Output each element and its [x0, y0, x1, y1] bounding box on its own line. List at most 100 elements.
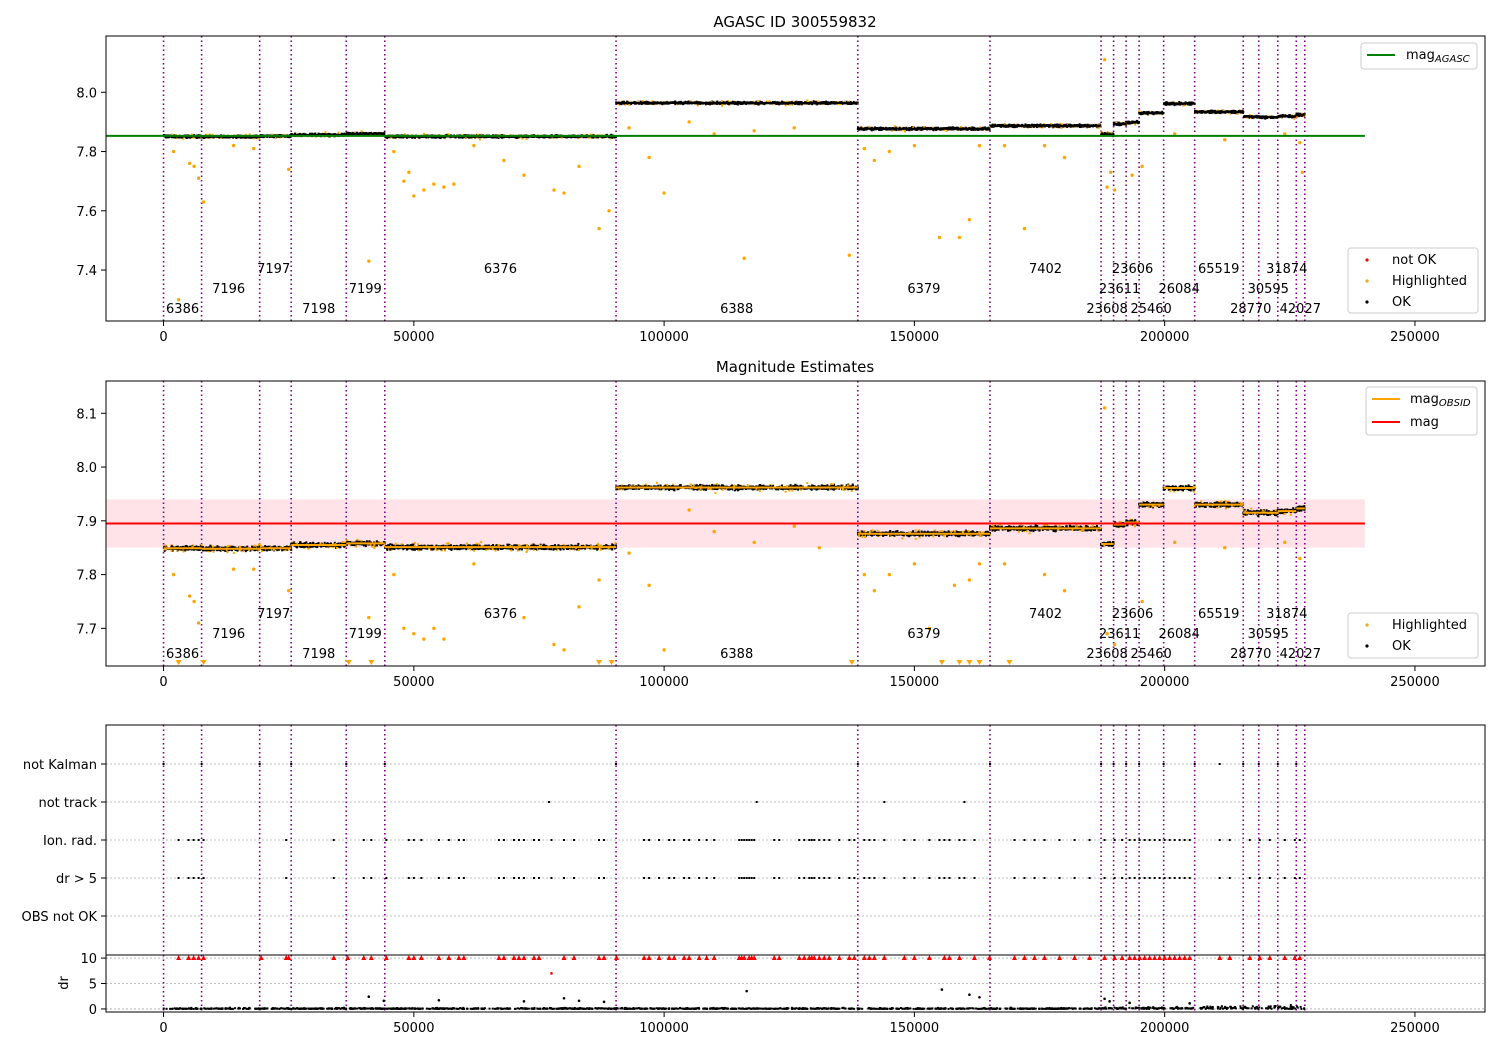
p1-point	[674, 100, 677, 103]
p1-outlier-point	[176, 297, 181, 302]
p1-point	[211, 133, 214, 136]
p1-outlier-point	[1042, 143, 1047, 148]
p1-point	[1168, 103, 1171, 106]
p1-obsid-label: 65519	[1198, 262, 1239, 277]
p1-obsid-label: 23611	[1099, 282, 1140, 297]
p1-point	[628, 103, 631, 106]
p2-point	[253, 544, 256, 547]
p1-point	[918, 129, 921, 132]
p1-point	[1014, 126, 1017, 129]
p1-point	[1230, 111, 1233, 114]
p1-outlier-point	[1102, 58, 1107, 62]
p1-point	[340, 132, 343, 135]
p1-point	[302, 132, 305, 135]
p1-point	[891, 129, 894, 132]
p1-point	[687, 100, 690, 103]
p1-point	[661, 103, 664, 106]
p1-point	[1204, 109, 1207, 112]
p1-point	[1229, 112, 1232, 115]
p2-point	[191, 546, 194, 549]
p1-point	[1134, 123, 1137, 126]
p1-point	[1097, 126, 1100, 129]
p1-point	[1298, 112, 1301, 115]
p1-point	[1115, 121, 1118, 124]
p1-point	[622, 100, 625, 103]
p1-point	[916, 126, 919, 129]
p1-point	[689, 100, 692, 103]
p1-point	[1032, 125, 1035, 128]
p1-outlier-point	[887, 149, 892, 154]
p1-point	[478, 138, 481, 141]
p1-point	[205, 133, 208, 136]
p1-point	[589, 133, 592, 136]
p1-point	[727, 103, 730, 106]
p1-point	[317, 132, 320, 135]
p1-obsid-label: 7196	[212, 282, 245, 297]
p1-point	[1061, 123, 1064, 126]
p2-point	[192, 546, 195, 549]
p1-outlier-point	[647, 155, 651, 160]
p1-outlier-point	[967, 217, 972, 222]
p1-point	[784, 104, 787, 107]
p1-outlier-point	[1223, 137, 1227, 142]
p1-point	[1288, 114, 1291, 117]
p1-point	[1295, 114, 1298, 117]
p2-point	[175, 545, 178, 548]
p1-point	[623, 103, 626, 106]
p1-point	[1146, 113, 1149, 116]
p2-point	[186, 548, 189, 551]
p1-obsid-label: 28770	[1230, 302, 1271, 317]
p1-point	[791, 103, 794, 106]
p1-point	[1049, 122, 1052, 125]
p1-outlier-point	[422, 188, 426, 192]
p1-outlier-point	[412, 194, 416, 198]
p1-point	[920, 128, 923, 131]
p1-point	[1106, 131, 1109, 134]
p1-xtick-label: 0	[159, 330, 167, 345]
p1-outlier-point	[392, 149, 396, 154]
p1-point	[994, 123, 997, 126]
p1-ytick-label: 7.6	[76, 205, 97, 220]
p1-point	[355, 131, 358, 134]
p1-point	[753, 103, 756, 106]
p1-outlier-point	[452, 182, 456, 186]
p1-outlier-point	[1140, 164, 1144, 169]
agasc-x-axis: 0 50000 100000 150000 200000 250000	[159, 321, 1440, 345]
p1-point	[641, 100, 644, 103]
p1-point	[912, 126, 915, 129]
p1-outlier-point	[1105, 185, 1109, 189]
p2-point	[253, 546, 256, 549]
p2-point	[164, 548, 167, 551]
p1-point	[454, 136, 457, 139]
p2-point	[182, 545, 185, 548]
p1-ytick-label: 7.4	[76, 264, 97, 279]
p1-point	[602, 136, 605, 139]
p1-point	[757, 103, 760, 106]
p1-outlier-point	[171, 149, 176, 154]
p2-point	[196, 548, 199, 551]
p1-point	[937, 126, 940, 129]
p1-point	[617, 103, 620, 106]
p1-point	[592, 136, 595, 139]
p2-point	[170, 545, 173, 548]
p1-point	[773, 103, 776, 106]
p1-point	[859, 126, 862, 129]
p1-point	[467, 136, 470, 139]
p1-obsid-label: 30595	[1248, 282, 1289, 297]
p1-outlier-point	[231, 143, 236, 148]
p1-point	[720, 100, 723, 103]
p1-point	[235, 136, 238, 139]
p1-outlier-point	[937, 235, 942, 240]
p1-obsid-label: 6376	[484, 262, 517, 277]
p1-obsid-label: 25460	[1130, 302, 1171, 317]
p1-point	[464, 136, 467, 139]
p1-point	[1103, 131, 1106, 134]
p1-outlier-point	[687, 120, 691, 124]
p1-point	[1026, 125, 1029, 128]
p2-point	[236, 549, 239, 552]
p1-point	[1124, 121, 1127, 124]
p1-point	[679, 100, 682, 103]
p1-xtick-label: 200000	[1140, 330, 1190, 345]
p1-point	[423, 132, 426, 135]
p1-point	[893, 125, 896, 128]
